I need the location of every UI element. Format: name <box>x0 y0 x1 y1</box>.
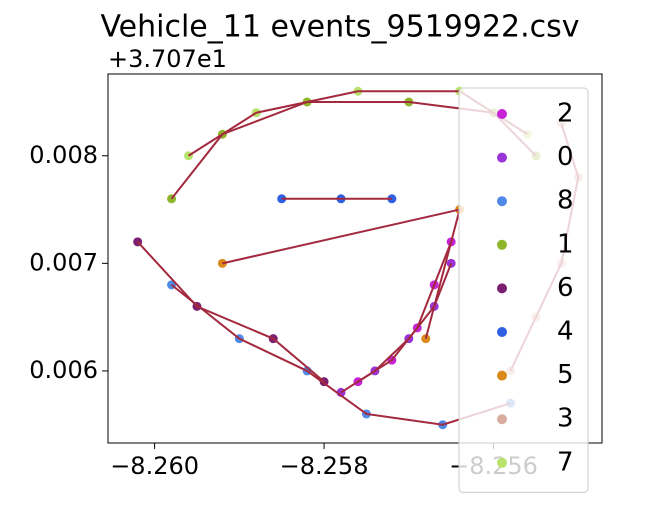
track-line <box>170 284 511 426</box>
legend-label: 6 <box>557 273 574 303</box>
y-tick-label: 0.007 <box>29 248 98 276</box>
legend-marker <box>497 152 507 163</box>
y-tick-label: 0.008 <box>29 141 98 169</box>
y-tick-label: 0.006 <box>29 356 98 384</box>
x-tick-label: −8.258 <box>280 452 369 480</box>
legend-label: 0 <box>557 142 574 172</box>
legend-marker <box>497 370 507 381</box>
track-line <box>357 241 453 383</box>
y-offset-text: +3.707e1 <box>108 45 227 73</box>
legend-marker <box>497 109 507 119</box>
legend-marker <box>497 414 507 425</box>
x-tick-label: −8.260 <box>110 452 199 480</box>
legend-marker <box>497 457 507 468</box>
legend-marker <box>497 239 507 250</box>
legend-label: 7 <box>557 447 574 477</box>
legend-label: 2 <box>557 99 574 129</box>
legend-label: 5 <box>557 360 574 390</box>
track-line <box>136 241 325 383</box>
legend-marker <box>497 327 507 337</box>
legend-label: 4 <box>557 317 574 347</box>
legend-box <box>458 87 589 493</box>
legend-marker <box>497 196 507 207</box>
legend-marker <box>497 283 507 294</box>
legend-label: 1 <box>557 229 574 259</box>
chart-title: Vehicle_11 events_9519922.csv <box>100 10 579 45</box>
legend-label: 8 <box>557 186 574 216</box>
legend-label: 3 <box>557 404 574 434</box>
axes-frame <box>107 73 603 444</box>
track-line <box>340 262 453 394</box>
